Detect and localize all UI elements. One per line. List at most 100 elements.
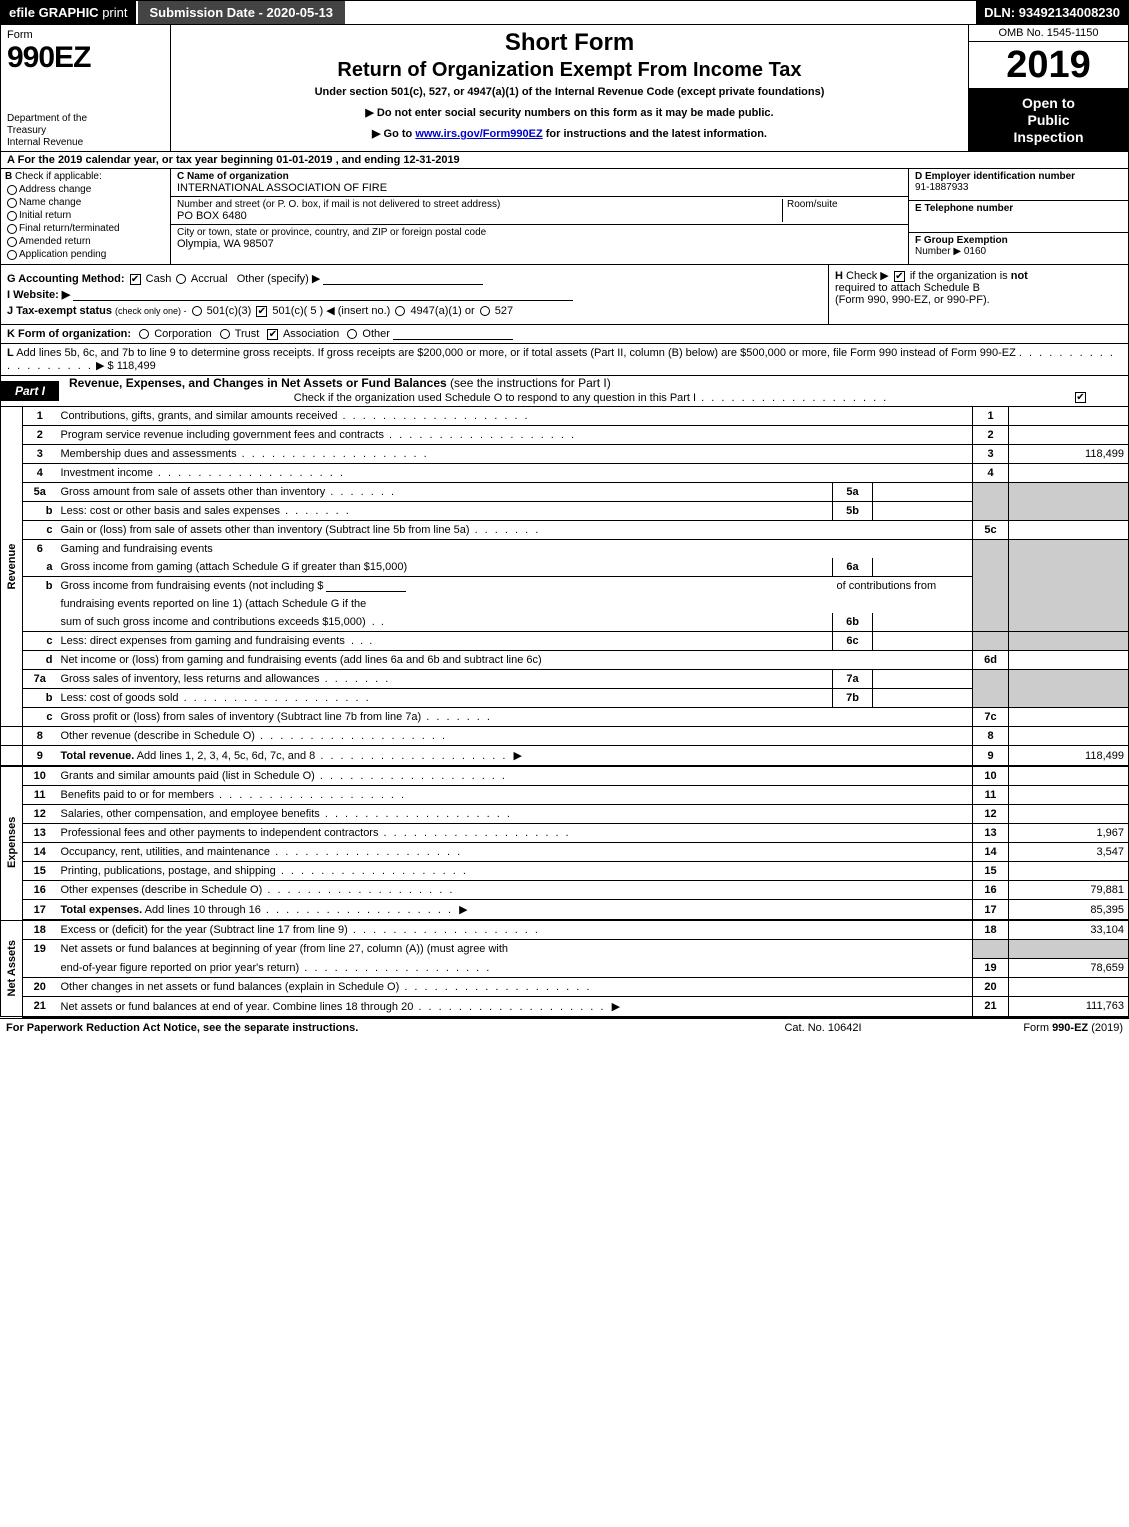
row-7a: 7a Gross sales of inventory, less return… <box>1 670 1129 689</box>
ln: 10 <box>23 766 57 786</box>
desc: Investment income <box>61 467 153 479</box>
row-11: 11 Benefits paid to or for members 11 <box>1 786 1129 805</box>
box: 1 <box>973 407 1009 426</box>
box: 17 <box>973 900 1009 921</box>
title-ssn-warning: ▶ Do not enter social security numbers o… <box>175 106 964 119</box>
checkbox-501c[interactable]: ✔ <box>256 306 267 317</box>
tel-cell: E Telephone number <box>909 201 1128 233</box>
val <box>1009 786 1129 805</box>
row-17: 17 Total expenses. Add lines 10 through … <box>1 900 1129 921</box>
desc: Less: cost of goods sold <box>61 692 179 704</box>
checkbox-assoc[interactable]: ✔ <box>267 329 278 340</box>
desc: Gross sales of inventory, less returns a… <box>61 673 320 685</box>
sval <box>873 632 973 651</box>
ln: c <box>23 708 57 727</box>
opt-name[interactable]: Name change <box>5 197 166 208</box>
header-left: Form 990EZ Department of the Treasury In… <box>1 25 171 151</box>
circle-other[interactable] <box>347 329 357 339</box>
k-blank <box>393 328 513 340</box>
e-label: E Telephone number <box>915 203 1122 214</box>
c-city-label: City or town, state or province, country… <box>177 227 902 238</box>
val <box>1009 805 1129 824</box>
form-label: Form <box>7 29 164 41</box>
circle-icon <box>7 185 17 195</box>
ln: 9 <box>23 746 57 767</box>
circle-icon <box>7 250 17 260</box>
ln: 20 <box>23 977 57 996</box>
row-20: 20 Other changes in net assets or fund b… <box>1 977 1129 996</box>
ln: 7a <box>23 670 57 689</box>
print-label[interactable]: print <box>102 5 127 20</box>
val <box>1009 651 1129 670</box>
val: 1,967 <box>1009 824 1129 843</box>
ln: 14 <box>23 843 57 862</box>
opt-app[interactable]: Application pending <box>5 249 166 260</box>
k-label: K Form of organization: <box>7 328 131 340</box>
circle-trust[interactable] <box>220 329 230 339</box>
row-6a: a Gross income from gaming (attach Sched… <box>1 558 1129 577</box>
checkbox-schedule-o[interactable]: ✔ <box>1075 392 1086 403</box>
f-value: 0160 <box>964 246 986 257</box>
sbox: 5b <box>833 502 873 521</box>
title-goto: ▶ Go to www.irs.gov/Form990EZ for instru… <box>175 127 964 140</box>
open-l2: Public <box>973 112 1124 129</box>
opt-addr[interactable]: Address change <box>5 184 166 195</box>
k-assoc: Association <box>283 328 339 340</box>
ln: 12 <box>23 805 57 824</box>
dept-line2: Treasury <box>7 125 87 137</box>
period-d1: 01-01-2019 <box>276 154 332 166</box>
opt-final[interactable]: Final return/terminated <box>5 223 166 234</box>
circle-accrual[interactable] <box>176 274 186 284</box>
opt-init[interactable]: Initial return <box>5 210 166 221</box>
val <box>1009 862 1129 881</box>
footer-r-post: (2019) <box>1088 1022 1123 1034</box>
circle-527[interactable] <box>480 306 490 316</box>
desc2: Add lines 1, 2, 3, 4, 5c, 6d, 7c, and 8 <box>134 750 315 762</box>
circle-4947[interactable] <box>395 306 405 316</box>
row-j: J Tax-exempt status (check only one) - 5… <box>7 304 822 317</box>
blank <box>326 580 406 592</box>
checkbox-h[interactable]: ✔ <box>894 271 905 282</box>
box: 19 <box>973 958 1009 977</box>
shade <box>1009 540 1129 632</box>
g-cash: Cash <box>146 273 172 285</box>
grpex-cell: F Group Exemption Number ▶ 0160 <box>909 233 1128 264</box>
ln: 13 <box>23 824 57 843</box>
box: 2 <box>973 426 1009 445</box>
omb-number: OMB No. 1545-1150 <box>969 25 1128 42</box>
c-name-label: C Name of organization <box>177 171 289 182</box>
checkbox-cash[interactable]: ✔ <box>130 274 141 285</box>
j-o2: 501(c)( 5 ) ◀ (insert no.) <box>272 305 390 317</box>
val <box>1009 426 1129 445</box>
period-t1: For the 2019 calendar year, or tax year … <box>18 154 277 166</box>
circle-501c3[interactable] <box>192 306 202 316</box>
part-i-check: Check if the organization used Schedule … <box>294 392 696 404</box>
netassets-sidelabel: Net Assets <box>1 920 23 1017</box>
circle-icon <box>7 198 17 208</box>
box: 10 <box>973 766 1009 786</box>
desc: Membership dues and assessments <box>61 448 237 460</box>
desc: Gain or (loss) from sale of assets other… <box>61 524 470 536</box>
footer-right: Form 990-EZ (2019) <box>923 1022 1123 1034</box>
goto-post: for instructions and the latest informat… <box>543 128 767 140</box>
ln: 3 <box>23 445 57 464</box>
ln: 17 <box>23 900 57 921</box>
row-18: Net Assets 18 Excess or (deficit) for th… <box>1 920 1129 940</box>
val: 111,763 <box>1009 996 1129 1017</box>
row-13: 13 Professional fees and other payments … <box>1 824 1129 843</box>
sval <box>873 613 973 632</box>
ln: 21 <box>23 996 57 1017</box>
row-i: I Website: ▶ <box>7 288 822 301</box>
sbox: 7a <box>833 670 873 689</box>
k-other: Other <box>362 328 390 340</box>
ln: 4 <box>23 464 57 483</box>
ln: c <box>23 521 57 540</box>
desc: Total expenses. <box>61 904 143 916</box>
circle-corp[interactable] <box>139 329 149 339</box>
irs-link[interactable]: www.irs.gov/Form990EZ <box>415 128 542 140</box>
opt-amend[interactable]: Amended return <box>5 236 166 247</box>
h-t2: if the organization is <box>910 270 1011 282</box>
sval <box>873 670 973 689</box>
website-blank <box>73 289 573 301</box>
title-return: Return of Organization Exempt From Incom… <box>175 59 964 82</box>
